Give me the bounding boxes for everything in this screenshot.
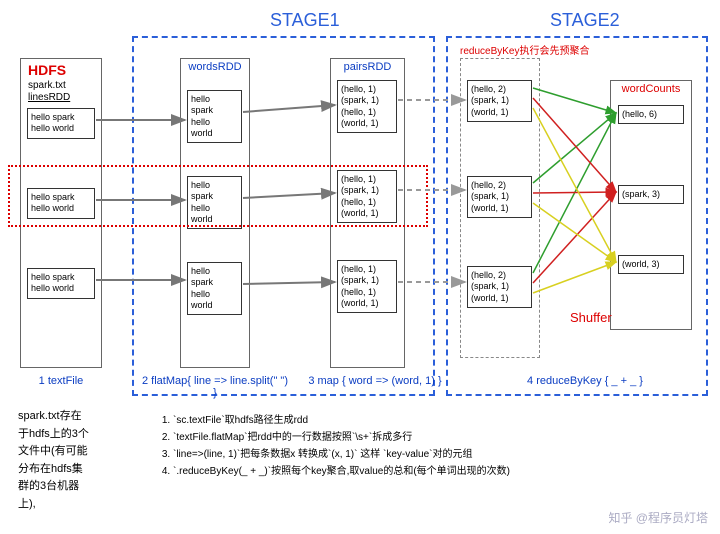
watermark: 知乎 @程序员灯塔 bbox=[608, 509, 708, 526]
reduce-partition: (hello, 2) (spark, 1) (world, 1) bbox=[467, 176, 532, 218]
counts-result: (world, 3) bbox=[618, 255, 684, 274]
pairs-partition: (hello, 1) (spark, 1) (hello, 1) (world,… bbox=[337, 260, 397, 313]
stage2-label: STAGE2 bbox=[550, 10, 620, 31]
hdfs-title: HDFS bbox=[28, 62, 66, 78]
note-list: `sc.textFile`取hdfs路径生成rdd `textFile.flat… bbox=[155, 412, 510, 480]
words-caption: 2 flatMap{ line => line.split(" ") } bbox=[140, 375, 290, 399]
words-partition: hello spark hello world bbox=[187, 262, 242, 315]
hdfs-subtitle2: linesRDD bbox=[28, 92, 70, 103]
counts-result: (hello, 6) bbox=[618, 105, 684, 124]
words-title: wordsRDD bbox=[181, 59, 249, 75]
stage1-label: STAGE1 bbox=[270, 10, 340, 31]
note-item: `line=>(line, 1)`把每条数据x 转换成`(x, 1)` 这样 `… bbox=[173, 446, 510, 463]
hdfs-caption: 1 textFile bbox=[20, 375, 102, 387]
counts-title: wordCounts bbox=[611, 81, 691, 97]
note-item: `.reduceByKey(_ + _)`按照每个key聚合,取value的总和… bbox=[173, 463, 510, 480]
highlight-row bbox=[8, 165, 428, 227]
pairs-caption: 3 map { word => (word, 1) } bbox=[300, 375, 450, 387]
hdfs-subtitle1: spark.txt bbox=[28, 80, 66, 91]
note-item: `sc.textFile`取hdfs路径生成rdd bbox=[173, 412, 510, 429]
reduce-partition: (hello, 2) (spark, 1) (world, 1) bbox=[467, 80, 532, 122]
pairs-title: pairsRDD bbox=[331, 59, 404, 75]
hdfs-partition: hello spark hello world bbox=[27, 108, 95, 139]
note-item: `textFile.flatMap`把rdd中的一行数据按照`\s+`拆成多行 bbox=[173, 429, 510, 446]
counts-result: (spark, 3) bbox=[618, 185, 684, 204]
hdfs-partition: hello spark hello world bbox=[27, 268, 95, 299]
reduce-partition: (hello, 2) (spark, 1) (world, 1) bbox=[467, 266, 532, 308]
pairs-partition: (hello, 1) (spark, 1) (hello, 1) (world,… bbox=[337, 80, 397, 133]
shuffer-label: Shuffer bbox=[570, 310, 612, 325]
reduce-caption: 4 reduceByKey { _ + _ } bbox=[490, 375, 680, 387]
words-partition: hello spark hello world bbox=[187, 90, 242, 143]
reduce-title: reduceByKey执行会先预聚合 bbox=[460, 42, 589, 57]
note-left: spark.txt存在 于hdfs上的3个 文件中(有可能 分布在hdfs集 群… bbox=[18, 408, 89, 514]
